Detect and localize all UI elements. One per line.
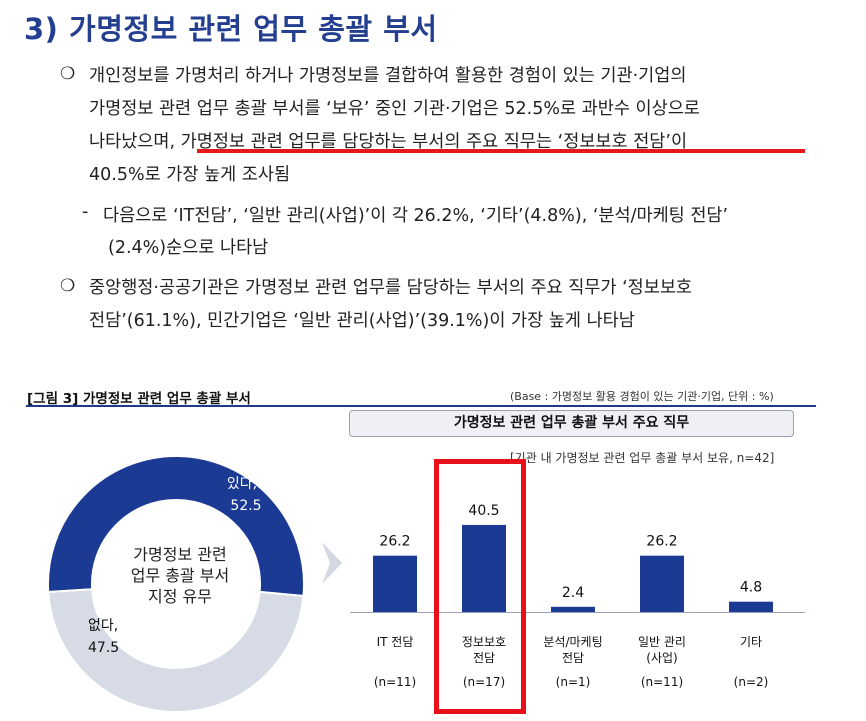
paragraph-line: (2.4%)순으로 나타남 bbox=[108, 238, 269, 258]
bar-category-label: 전담 bbox=[562, 651, 584, 665]
bar-value-label: 40.5 bbox=[468, 503, 499, 519]
paragraph-line: 다음으로 ‘IT전담’, ‘일반 관리(사업)’이 각 26.2%, ‘기타’(… bbox=[103, 206, 729, 226]
bar bbox=[551, 606, 595, 612]
bar-chart-note: [기관 내 가명정보 관련 업무 총괄 부서 보유, n=42] bbox=[510, 451, 775, 465]
donut-center-title: 업무 총괄 부서 bbox=[131, 566, 230, 585]
donut-slice bbox=[47, 588, 305, 713]
bar-sample-size: (n=2) bbox=[734, 675, 769, 689]
bar bbox=[373, 555, 417, 612]
bar-category-label: 정보보호 bbox=[462, 635, 506, 649]
bar-value-label: 26.2 bbox=[646, 534, 677, 550]
bar-category-label: 분석/마케팅 bbox=[543, 635, 602, 649]
donut-slice-label: 있다, bbox=[227, 476, 257, 492]
bar-sample-size: (n=1) bbox=[556, 675, 591, 689]
bar-sample-size: (n=11) bbox=[374, 675, 416, 689]
bar-chart-subtitle: 가명정보 관련 업무 총괄 부서 주요 직무 bbox=[349, 410, 794, 437]
highlight-box bbox=[434, 459, 526, 714]
section-title: 3) 가명정보 관련 업무 총괄 부서 bbox=[24, 12, 438, 46]
arrow-right-icon bbox=[322, 542, 342, 584]
bar bbox=[462, 524, 506, 612]
donut-center-title: 가명정보 관련 bbox=[133, 545, 226, 564]
bar-sample-size: (n=11) bbox=[641, 675, 683, 689]
bullet-icon: ❍ bbox=[60, 64, 76, 84]
paragraph-line: 전담’(61.1%), 민간기업은 ‘일반 관리(사업)’(39.1%)이 가장… bbox=[89, 311, 635, 331]
figure-caption: [그림 3] 가명정보 관련 업무 총괄 부서 bbox=[27, 391, 251, 407]
bullet-icon: ❍ bbox=[60, 276, 76, 296]
donut-center-title: 지정 유무 bbox=[148, 587, 212, 606]
paragraph-line: 중앙행정·공공기관은 가명정보 관련 업무를 담당하는 부서의 주요 직무가 ‘… bbox=[89, 278, 693, 298]
paragraph-line: 나타났으며, 가명정보 관련 업무를 담당하는 부서의 주요 직무는 ‘정보보호… bbox=[89, 132, 688, 152]
paragraph-line: 40.5%로 가장 높게 조사됨 bbox=[89, 165, 291, 185]
bar-category-label: (사업) bbox=[646, 651, 677, 665]
bar bbox=[640, 555, 684, 612]
paragraph-line: 가명정보 관련 업무 총괄 부서를 ‘보유’ 중인 기관·기업은 52.5%로 … bbox=[89, 99, 700, 119]
donut-slice-value: 47.5 bbox=[88, 640, 119, 656]
figure-base-note: (Base : 가명정보 활용 경험이 있는 기관·기업, 단위 : %) bbox=[510, 390, 774, 403]
bar-value-label: 4.8 bbox=[740, 580, 762, 596]
figure-divider bbox=[26, 405, 816, 407]
bar-sample-size: (n=17) bbox=[463, 675, 505, 689]
donut-slice-label: 없다, bbox=[88, 618, 118, 634]
highlight-underline bbox=[197, 149, 805, 153]
donut-slice-value: 52.5 bbox=[230, 498, 261, 514]
bar-category-label: IT 전담 bbox=[377, 635, 414, 649]
bar-category-label: 전담 bbox=[473, 651, 495, 665]
paragraph-line: 개인정보를 가명처리 하거나 가명정보를 결합하여 활용한 경험이 있는 기관·… bbox=[89, 66, 687, 86]
bar-category-label: 기타 bbox=[740, 635, 762, 649]
bar-value-label: 26.2 bbox=[379, 534, 410, 550]
bar-category-label: 일반 관리 bbox=[638, 635, 686, 649]
bar-value-label: 2.4 bbox=[562, 585, 584, 601]
donut-slice bbox=[47, 455, 305, 598]
bar bbox=[729, 601, 773, 612]
dash-marker: - bbox=[82, 202, 89, 222]
